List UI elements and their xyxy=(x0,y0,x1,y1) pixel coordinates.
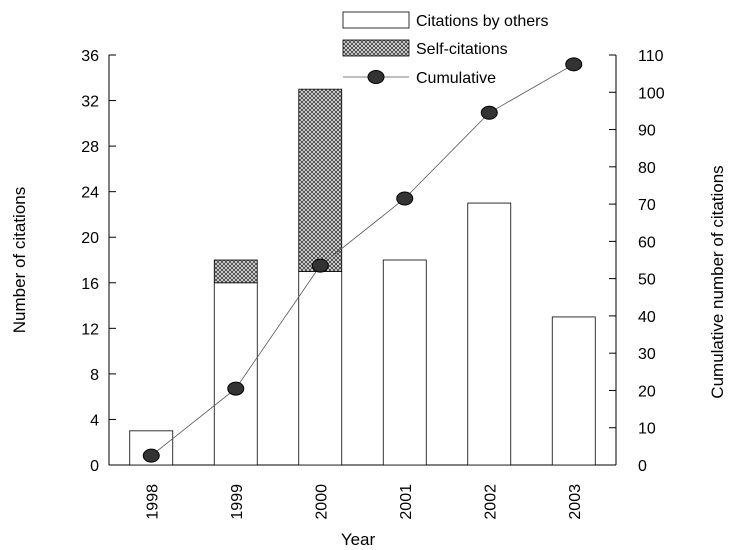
y-tick-label-right: 90 xyxy=(638,123,656,140)
y-tick-label-left: 0 xyxy=(90,458,99,475)
bar-self-citations xyxy=(298,88,343,272)
axes-layer xyxy=(108,54,617,466)
bar-citations-by-others xyxy=(213,282,258,466)
x-tick-label: 2001 xyxy=(398,484,415,520)
cumulative-line-layer xyxy=(142,57,583,463)
y-tick-label-left: 16 xyxy=(81,276,99,293)
y-tick-label-left: 32 xyxy=(81,94,99,111)
y-tick-label-right: 50 xyxy=(638,272,656,289)
bar-citations-by-others xyxy=(298,270,343,466)
y-tick-label-left: 12 xyxy=(81,321,99,338)
y-tick-label-right: 10 xyxy=(638,421,656,438)
legend-label-cumulative: Cumulative xyxy=(416,70,496,87)
x-tick-label: 2002 xyxy=(482,484,499,520)
labels-layer: 0 4 8 12 16 20 24 28 32 36 0 10 20 30 40 50 60 70 80 90 100 1… xyxy=(10,48,727,549)
y-tick-label-left: 24 xyxy=(81,185,99,202)
cumulative-point xyxy=(565,57,583,72)
legend-swatch-citations-by-others xyxy=(342,11,410,29)
legend-label-citations-by-others: Citations by others xyxy=(416,13,549,30)
bar-citations-by-others xyxy=(551,316,596,466)
y-tick-label-left: 20 xyxy=(81,230,99,247)
x-tick-label: 1998 xyxy=(144,484,161,520)
legend: Citations by others Self-citations Cumulat… xyxy=(342,11,549,87)
y-tick-label-right: 100 xyxy=(638,85,665,102)
x-axis-title: Year xyxy=(341,530,376,549)
x-tick-label: 1999 xyxy=(229,484,246,520)
y-tick-label-right: 110 xyxy=(638,48,664,65)
x-tick-label: 2000 xyxy=(313,484,330,520)
cumulative-line xyxy=(151,63,574,456)
y-axis-title-right: Cumulative number of citations xyxy=(708,165,727,398)
legend-marker-cumulative xyxy=(367,70,385,84)
y-tick-label-left: 28 xyxy=(81,139,99,156)
y-tick-label-right: 20 xyxy=(638,383,656,400)
y-axis-title-left: Number of citations xyxy=(10,187,29,333)
bar-citations-by-others xyxy=(382,259,427,466)
x-tick-label: 2003 xyxy=(567,484,584,520)
cumulative-point xyxy=(480,105,498,120)
legend-label-self-citations: Self-citations xyxy=(416,41,508,58)
y-tick-label-right: 30 xyxy=(638,346,656,363)
y-tick-label-left: 4 xyxy=(90,412,99,429)
bar-citations-by-others xyxy=(467,202,512,466)
y-tick-label-right: 70 xyxy=(638,197,656,214)
y-tick-label-left: 8 xyxy=(90,367,99,384)
legend-swatch-self-citations xyxy=(342,39,410,57)
cumulative-point xyxy=(396,191,414,206)
bar-self-citations xyxy=(213,259,258,284)
cumulative-point xyxy=(227,381,245,396)
bars-layer xyxy=(129,88,596,466)
y-tick-label-right: 0 xyxy=(638,458,647,475)
y-tick-label-right: 80 xyxy=(638,160,656,177)
cumulative-point xyxy=(142,448,160,463)
y-tick-label-right: 40 xyxy=(638,309,656,326)
y-tick-label-right: 60 xyxy=(638,234,656,251)
y-tick-label-left: 36 xyxy=(81,48,99,65)
cumulative-point xyxy=(311,258,329,273)
